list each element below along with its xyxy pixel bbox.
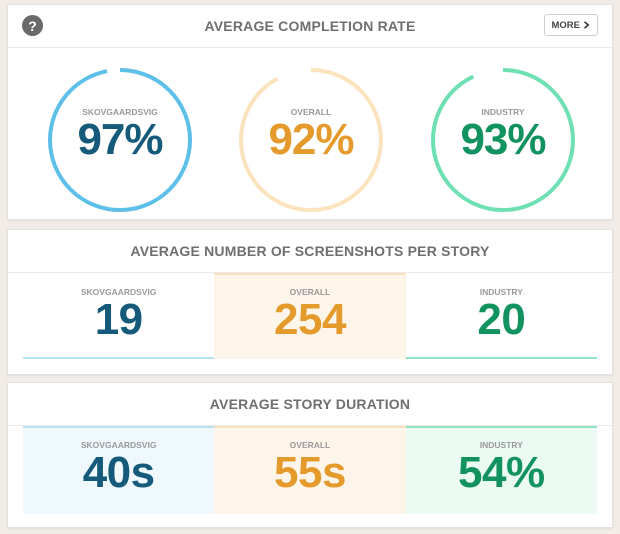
completion-rate-panel: ? AVERAGE COMPLETION RATE MORE SKOVGAARD… bbox=[7, 4, 613, 220]
screenshots-stats: SKOVGAARDSVIG 19 OVERALL 254 INDUSTRY 20 bbox=[23, 273, 597, 359]
overall-stat: OVERALL 55s bbox=[214, 426, 406, 514]
ring-value: 93% bbox=[460, 115, 546, 164]
screenshots-header: AVERAGE NUMBER OF SCREENSHOTS PER STORY bbox=[8, 230, 612, 273]
overall-ring-arc bbox=[239, 68, 383, 212]
skovgaardsvig-ring-arc bbox=[48, 68, 192, 212]
skovgaardsvig-stat: SKOVGAARDSVIG 19 bbox=[23, 273, 215, 359]
stat-label: SKOVGAARDSVIG bbox=[80, 440, 157, 450]
industry-stat: INDUSTRY 20 bbox=[405, 273, 597, 359]
completion-rate-header: ? AVERAGE COMPLETION RATE MORE bbox=[8, 5, 612, 48]
question-icon[interactable]: ? bbox=[22, 15, 43, 36]
ring-label: SKOVGAARDSVIG bbox=[82, 107, 158, 117]
skovgaardsvig-stat: SKOVGAARDSVIG 40s bbox=[23, 426, 215, 514]
stat-label: INDUSTRY bbox=[479, 440, 523, 450]
overall-ring: OVERALL 92% bbox=[237, 66, 385, 214]
more-button[interactable]: MORE bbox=[543, 14, 598, 36]
screenshots-panel: AVERAGE NUMBER OF SCREENSHOTS PER STORY … bbox=[7, 229, 613, 375]
stat-label: OVERALL bbox=[289, 287, 331, 297]
duration-stats: SKOVGAARDSVIG 40s OVERALL 55s INDUSTRY 5… bbox=[23, 426, 597, 514]
duration-title: AVERAGE STORY DURATION bbox=[209, 396, 411, 412]
industry-ring: INDUSTRY 93% bbox=[429, 66, 577, 214]
stat-value: 54% bbox=[458, 448, 545, 497]
duration-header: AVERAGE STORY DURATION bbox=[8, 383, 612, 426]
completion-rings: SKOVGAARDSVIG 97% OVERALL 92% INDUSTRY 9… bbox=[8, 48, 612, 218]
stat-value: 40s bbox=[82, 448, 155, 497]
ring-value: 92% bbox=[268, 115, 354, 164]
more-label: MORE bbox=[551, 19, 581, 31]
stat-value: 55s bbox=[274, 448, 346, 497]
stat-label: OVERALL bbox=[289, 440, 331, 450]
chevron-right-icon bbox=[583, 21, 590, 29]
duration-panel: AVERAGE STORY DURATION SKOVGAARDSVIG 40s… bbox=[7, 382, 613, 528]
industry-ring-arc bbox=[431, 68, 575, 212]
stat-value: 19 bbox=[94, 295, 143, 344]
screenshots-title: AVERAGE NUMBER OF SCREENSHOTS PER STORY bbox=[130, 243, 490, 259]
completion-rate-title: AVERAGE COMPLETION RATE bbox=[204, 18, 416, 34]
ring-value: 97% bbox=[77, 115, 163, 164]
stat-value: 20 bbox=[477, 295, 526, 344]
stat-value: 254 bbox=[274, 295, 346, 344]
ring-label: INDUSTRY bbox=[481, 107, 525, 117]
skovgaardsvig-ring: SKOVGAARDSVIG 97% bbox=[46, 66, 194, 214]
industry-stat: INDUSTRY 54% bbox=[405, 426, 597, 514]
stat-label: INDUSTRY bbox=[479, 287, 523, 297]
overall-stat: OVERALL 254 bbox=[214, 273, 406, 359]
ring-label: OVERALL bbox=[290, 107, 332, 117]
stat-label: SKOVGAARDSVIG bbox=[80, 287, 157, 297]
